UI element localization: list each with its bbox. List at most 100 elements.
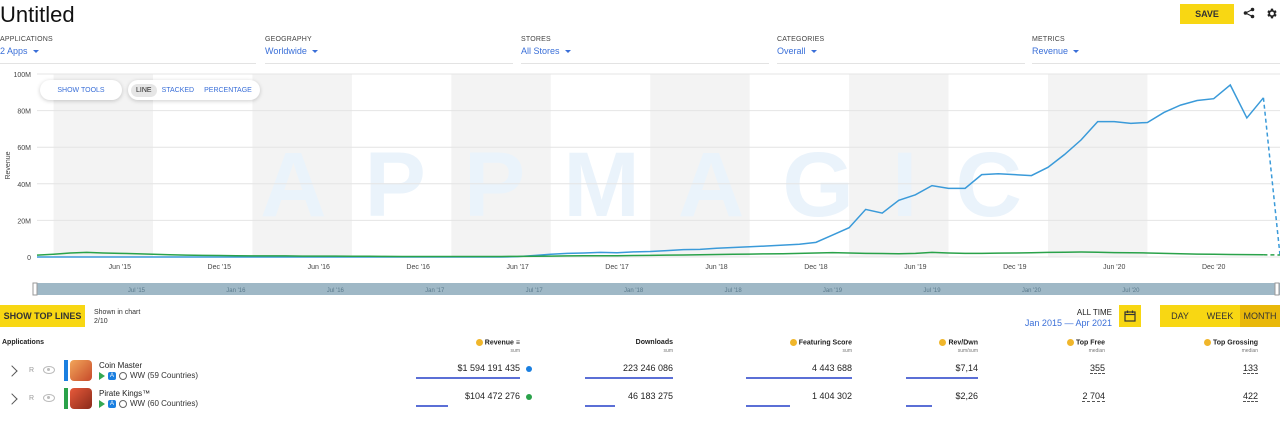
top-grossing-value[interactable]: 422 bbox=[1242, 391, 1258, 402]
top-free-value[interactable]: 2 704 bbox=[1082, 391, 1105, 402]
featuring-bar bbox=[746, 405, 790, 407]
app-region: WW (60 Countries) bbox=[130, 399, 199, 408]
filter-value[interactable]: 2 Apps bbox=[0, 46, 256, 56]
sort-icon[interactable]: ≡ bbox=[515, 339, 520, 347]
filter-value[interactable]: Worldwide bbox=[265, 46, 513, 56]
navigator-label: Jul '17 bbox=[526, 288, 544, 294]
top-free-header[interactable]: Top Free median bbox=[1066, 339, 1105, 355]
x-tick-label: Dec '15 bbox=[208, 264, 232, 271]
top-grossing-header[interactable]: Top Grossing median bbox=[1204, 339, 1258, 355]
table-row[interactable]: R Pirate Kings™ A WW (60 Countries) $104… bbox=[0, 388, 1280, 414]
expand-chevron-icon[interactable] bbox=[6, 365, 18, 377]
rev-dwn-bar bbox=[906, 377, 978, 379]
google-play-icon bbox=[99, 371, 105, 380]
app-name[interactable]: Pirate Kings™ bbox=[99, 389, 151, 398]
featuring-score-header[interactable]: Featuring Score sum bbox=[789, 339, 852, 355]
app-meta: A WW (60 Countries) bbox=[99, 399, 198, 408]
eye-icon[interactable] bbox=[43, 394, 55, 402]
filter-value[interactable]: Revenue bbox=[1032, 46, 1280, 56]
downloads-value: 223 246 086 bbox=[622, 363, 673, 373]
navigator-label: Jan '20 bbox=[1022, 288, 1042, 294]
filter-geography[interactable]: GEOGRAPHY Worldwide bbox=[265, 36, 513, 64]
navigator-label: Jul '16 bbox=[327, 288, 345, 294]
y-tick-label: 20M bbox=[17, 218, 31, 225]
all-time-label: ALL TIME bbox=[1076, 308, 1112, 317]
year-band bbox=[451, 74, 551, 257]
period-day[interactable]: DAY bbox=[1171, 311, 1189, 321]
app-store-icon: A bbox=[108, 399, 116, 408]
revenue-header[interactable]: Revenue ≡ sum bbox=[475, 339, 520, 355]
share-icon[interactable] bbox=[1242, 6, 1256, 20]
shown-in-chart-label: Shown in chart bbox=[94, 309, 141, 316]
x-tick-label: Dec '18 bbox=[804, 264, 828, 271]
filter-value[interactable]: Overall bbox=[777, 46, 1025, 56]
x-tick-label: Jun '17 bbox=[506, 264, 528, 271]
rev-dwn-header[interactable]: Rev/Dwn sum/sum bbox=[939, 339, 978, 355]
top-free-value[interactable]: 355 bbox=[1089, 363, 1105, 374]
x-tick-label: Jun '15 bbox=[109, 264, 131, 271]
help-icon[interactable] bbox=[939, 339, 947, 346]
show-tools-button[interactable]: SHOW TOOLS bbox=[40, 80, 122, 100]
app-icon bbox=[70, 360, 92, 381]
year-band bbox=[1047, 74, 1148, 257]
navigator-handle-right bbox=[1274, 282, 1280, 296]
mode-percentage[interactable]: PERCENTAGE bbox=[204, 86, 252, 94]
help-icon[interactable] bbox=[1066, 339, 1074, 346]
table-row[interactable]: R Coin Master A WW (59 Countries) $1 594… bbox=[0, 360, 1280, 386]
downloads-value: 46 183 275 bbox=[627, 391, 673, 401]
chart-mode-toggle[interactable]: LINE STACKED PERCENTAGE bbox=[128, 80, 260, 100]
filter-label: CATEGORIES bbox=[777, 36, 825, 43]
calendar-button[interactable] bbox=[1119, 305, 1141, 327]
shown-in-chart-value: 2/10 bbox=[94, 318, 108, 325]
app-name[interactable]: Coin Master bbox=[99, 361, 143, 370]
period-month[interactable]: MONTH bbox=[1240, 305, 1280, 327]
mode-stacked[interactable]: STACKED bbox=[161, 86, 195, 94]
navigator-handle-left bbox=[32, 282, 38, 296]
revenue-value: $104 472 276 bbox=[464, 391, 520, 401]
app-region: WW (59 Countries) bbox=[130, 371, 199, 380]
period-week[interactable]: WEEK bbox=[1206, 311, 1234, 321]
help-icon[interactable] bbox=[475, 339, 483, 346]
top-grossing-value[interactable]: 133 bbox=[1242, 363, 1258, 374]
year-band bbox=[849, 74, 949, 257]
filter-value[interactable]: All Stores bbox=[521, 46, 769, 56]
help-icon[interactable] bbox=[789, 339, 797, 346]
applications-header: Applications bbox=[2, 339, 45, 346]
filter-label: APPLICATIONS bbox=[0, 36, 53, 43]
filter-categories[interactable]: CATEGORIES Overall bbox=[777, 36, 1025, 64]
filter-label: GEOGRAPHY bbox=[265, 36, 312, 43]
x-tick-label: Dec '19 bbox=[1003, 264, 1027, 271]
y-tick-label: 40M bbox=[17, 182, 31, 189]
expand-chevron-icon[interactable] bbox=[6, 393, 18, 405]
save-button[interactable]: SAVE bbox=[1180, 4, 1234, 24]
filter-stores[interactable]: STORES All Stores bbox=[521, 36, 769, 64]
y-tick-label: 60M bbox=[17, 145, 31, 152]
revenue-chart[interactable]: APPMAGIC 0 20M 40M 60M 80M 100M Revenue Jun '15 D… bbox=[0, 66, 1280, 298]
navigator-label: Jul '20 bbox=[1122, 288, 1140, 294]
navigator-label: Jul '19 bbox=[923, 288, 941, 294]
filter-applications[interactable]: APPLICATIONS 2 Apps bbox=[0, 36, 256, 64]
revenue-bar bbox=[416, 377, 520, 379]
y-tick-label: 80M bbox=[17, 109, 31, 116]
featuring-value: 4 443 688 bbox=[811, 363, 852, 373]
period-toggle[interactable]: DAY WEEK MONTH bbox=[1160, 305, 1280, 327]
help-icon[interactable] bbox=[1204, 339, 1212, 346]
x-tick-label: Jun '18 bbox=[705, 264, 727, 271]
date-range-value[interactable]: Jan 2015 — Apr 2021 bbox=[1024, 318, 1112, 328]
x-tick-label: Jun '16 bbox=[308, 264, 330, 271]
downloads-header[interactable]: Downloads sum bbox=[635, 339, 673, 354]
series-color-bar bbox=[64, 360, 68, 381]
x-tick-label: Dec '16 bbox=[406, 264, 430, 271]
show-top-lines-button[interactable]: SHOW TOP LINES bbox=[0, 305, 85, 327]
google-play-icon bbox=[99, 399, 105, 408]
featuring-value: 1 404 302 bbox=[811, 391, 852, 401]
mode-line[interactable]: LINE bbox=[131, 83, 157, 97]
date-range-display[interactable]: ALL TIME Jan 2015 — Apr 2021 bbox=[1025, 307, 1112, 329]
eye-icon[interactable] bbox=[43, 366, 55, 374]
filter-metrics[interactable]: METRICS Revenue bbox=[1032, 36, 1280, 64]
app-meta: A WW (59 Countries) bbox=[99, 371, 198, 380]
globe-icon bbox=[119, 399, 127, 408]
globe-icon bbox=[119, 371, 127, 380]
gear-icon[interactable] bbox=[1264, 6, 1278, 20]
revenue-bar bbox=[416, 405, 448, 407]
